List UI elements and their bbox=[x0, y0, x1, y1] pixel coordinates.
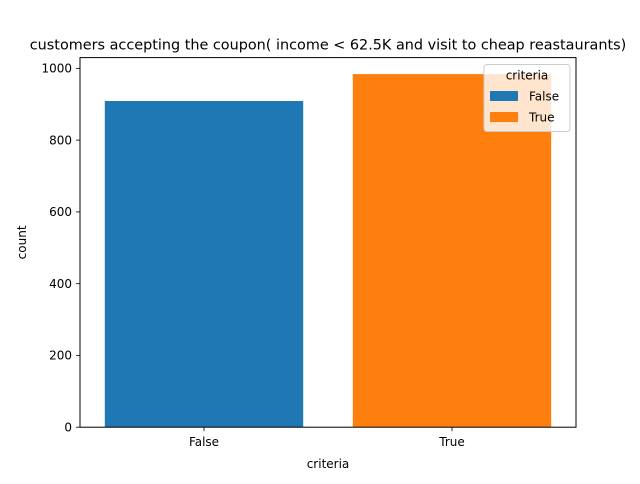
y-tick-label: 200 bbox=[49, 349, 72, 363]
bars-layer bbox=[104, 74, 552, 428]
y-tick-label: 1000 bbox=[41, 62, 72, 76]
x-tick-label: False bbox=[189, 435, 219, 449]
legend-swatch-false bbox=[490, 91, 518, 101]
legend-swatch-true bbox=[490, 112, 518, 122]
y-tick-label: 600 bbox=[49, 205, 72, 219]
y-tick-label: 0 bbox=[64, 421, 72, 435]
y-tick-label: 800 bbox=[49, 133, 72, 147]
legend: criteria False True bbox=[483, 64, 571, 132]
x-ticks: False True bbox=[189, 427, 465, 449]
x-tick-label: True bbox=[438, 435, 465, 449]
bar-false bbox=[104, 101, 304, 428]
bar-true bbox=[352, 74, 552, 428]
legend-entries: False True bbox=[490, 90, 559, 125]
plot-frame bbox=[79, 57, 577, 428]
chart-title: customers accepting the coupon( income <… bbox=[30, 38, 626, 54]
y-ticks: 0 200 400 600 800 1000 bbox=[41, 62, 80, 435]
y-axis-label: count bbox=[15, 225, 29, 259]
x-axis-label: criteria bbox=[307, 457, 350, 471]
legend-label-false: False bbox=[529, 90, 559, 104]
y-tick-label: 400 bbox=[49, 277, 72, 291]
legend-label-true: True bbox=[528, 111, 555, 125]
legend-title: criteria bbox=[506, 69, 549, 83]
